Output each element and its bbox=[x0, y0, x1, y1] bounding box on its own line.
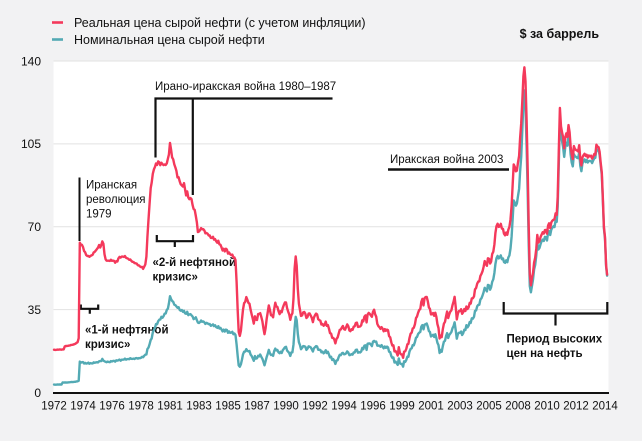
svg-text:революция: революция bbox=[86, 194, 146, 206]
svg-text:70: 70 bbox=[28, 220, 42, 234]
svg-text:1996: 1996 bbox=[360, 401, 386, 413]
svg-text:кризис»: кризис» bbox=[153, 272, 198, 284]
svg-text:1992: 1992 bbox=[302, 401, 328, 413]
svg-text:1994: 1994 bbox=[331, 401, 357, 413]
svg-text:2003: 2003 bbox=[447, 401, 473, 413]
svg-text:1983: 1983 bbox=[186, 401, 212, 413]
svg-text:1972: 1972 bbox=[41, 401, 67, 413]
svg-text:кризис»: кризис» bbox=[85, 339, 130, 351]
svg-text:2005: 2005 bbox=[476, 401, 502, 413]
svg-text:1974: 1974 bbox=[70, 401, 96, 413]
svg-text:2010: 2010 bbox=[534, 401, 560, 413]
svg-text:1981: 1981 bbox=[157, 401, 183, 413]
svg-text:1978: 1978 bbox=[128, 401, 154, 413]
svg-text:1985: 1985 bbox=[215, 401, 241, 413]
svg-text:140: 140 bbox=[21, 54, 41, 68]
svg-text:1990: 1990 bbox=[273, 401, 299, 413]
svg-text:Период высоких: Период высоких bbox=[507, 334, 603, 346]
svg-text:2008: 2008 bbox=[505, 401, 531, 413]
svg-text:35: 35 bbox=[28, 303, 42, 317]
svg-text:«2-й нефтяной: «2-й нефтяной bbox=[153, 257, 237, 269]
svg-text:«1-й нефтяной: «1-й нефтяной bbox=[85, 325, 169, 337]
svg-text:0: 0 bbox=[34, 386, 41, 400]
svg-text:Номинальная цена сырой нефти: Номинальная цена сырой нефти bbox=[74, 33, 265, 47]
svg-text:105: 105 bbox=[21, 137, 41, 151]
svg-text:2001: 2001 bbox=[418, 401, 444, 413]
svg-text:1979: 1979 bbox=[86, 209, 112, 221]
svg-text:2012: 2012 bbox=[563, 401, 589, 413]
svg-text:1976: 1976 bbox=[99, 401, 125, 413]
svg-text:цен на нефть: цен на нефть bbox=[507, 348, 583, 360]
svg-text:1987: 1987 bbox=[244, 401, 270, 413]
svg-text:Иранская: Иранская bbox=[86, 180, 137, 192]
svg-text:Иракская война 2003: Иракская война 2003 bbox=[390, 154, 503, 166]
svg-text:$ за баррель: $ за баррель bbox=[520, 27, 600, 41]
svg-text:1999: 1999 bbox=[389, 401, 415, 413]
svg-text:Ирано-иракская война 1980–1987: Ирано-иракская война 1980–1987 bbox=[155, 81, 336, 93]
svg-text:2014: 2014 bbox=[592, 401, 618, 413]
svg-text:Реальная цена сырой нефти (с у: Реальная цена сырой нефти (с учетом инфл… bbox=[74, 16, 366, 30]
